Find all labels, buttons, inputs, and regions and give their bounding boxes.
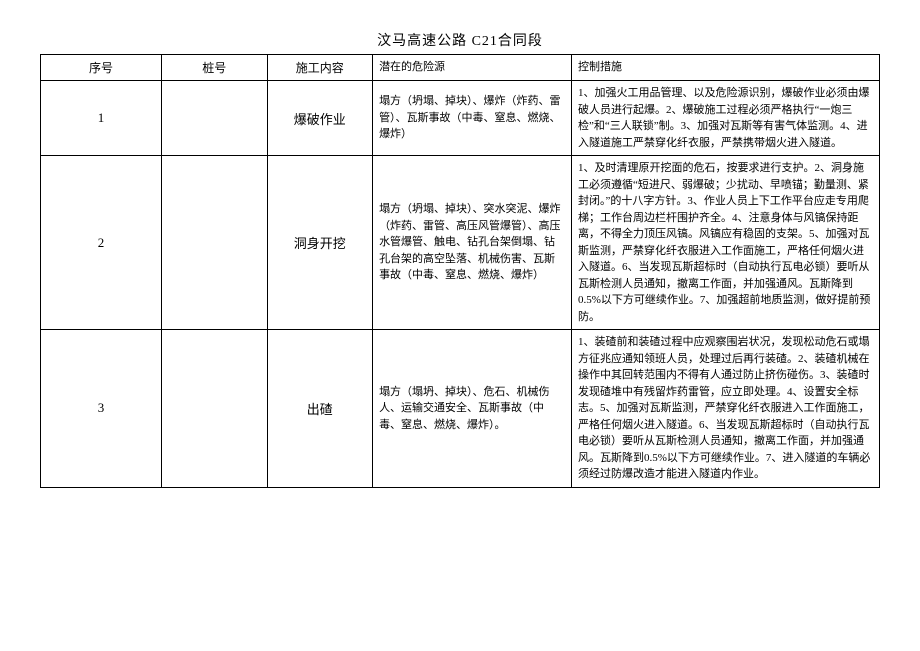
cell-hazard: 塌方（坍塌、掉块）、突水突泥、爆炸（炸药、雷管、高压风管爆管）、高压水管爆管、触… bbox=[373, 156, 572, 330]
cell-seq: 1 bbox=[41, 81, 162, 156]
cell-work: 出碴 bbox=[267, 330, 373, 488]
table-row: 1 爆破作业 塌方（坍塌、掉块）、爆炸（炸药、雷管）、瓦斯事故（中毒、窒息、燃烧… bbox=[41, 81, 880, 156]
cell-control: 1、加强火工用品管理、以及危险源识别，爆破作业必须由爆破人员进行起爆。2、爆破施… bbox=[572, 81, 880, 156]
col-header-control: 控制措施 bbox=[572, 55, 880, 81]
cell-work: 洞身开挖 bbox=[267, 156, 373, 330]
table-row: 2 洞身开挖 塌方（坍塌、掉块）、突水突泥、爆炸（炸药、雷管、高压风管爆管）、高… bbox=[41, 156, 880, 330]
cell-pile bbox=[162, 330, 268, 488]
table-row: 3 出碴 塌方（塌坍、掉块）、危石、机械伤人、运输交通安全、瓦斯事故（中毒、窒息… bbox=[41, 330, 880, 488]
col-header-work: 施工内容 bbox=[267, 55, 373, 81]
cell-pile bbox=[162, 81, 268, 156]
col-header-pile: 桩号 bbox=[162, 55, 268, 81]
cell-seq: 3 bbox=[41, 330, 162, 488]
cell-control: 1、及时清理原开挖面的危石，按要求进行支护。2、洞身施工必须遵循“短进尺、弱爆破… bbox=[572, 156, 880, 330]
cell-pile bbox=[162, 156, 268, 330]
col-header-hazard: 潜在的危险源 bbox=[373, 55, 572, 81]
cell-seq: 2 bbox=[41, 156, 162, 330]
table-header-row: 序号 桩号 施工内容 潜在的危险源 控制措施 bbox=[41, 55, 880, 81]
page-title: 汶马高速公路 C21合同段 bbox=[40, 30, 880, 50]
col-header-seq: 序号 bbox=[41, 55, 162, 81]
hazard-table: 序号 桩号 施工内容 潜在的危险源 控制措施 1 爆破作业 塌方（坍塌、掉块）、… bbox=[40, 54, 880, 488]
cell-control: 1、装碴前和装碴过程中应观察围岩状况，发现松动危石或塌方征兆应通知领班人员，处理… bbox=[572, 330, 880, 488]
cell-hazard: 塌方（坍塌、掉块）、爆炸（炸药、雷管）、瓦斯事故（中毒、窒息、燃烧、爆炸） bbox=[373, 81, 572, 156]
cell-hazard: 塌方（塌坍、掉块）、危石、机械伤人、运输交通安全、瓦斯事故（中毒、窒息、燃烧、爆… bbox=[373, 330, 572, 488]
cell-work: 爆破作业 bbox=[267, 81, 373, 156]
